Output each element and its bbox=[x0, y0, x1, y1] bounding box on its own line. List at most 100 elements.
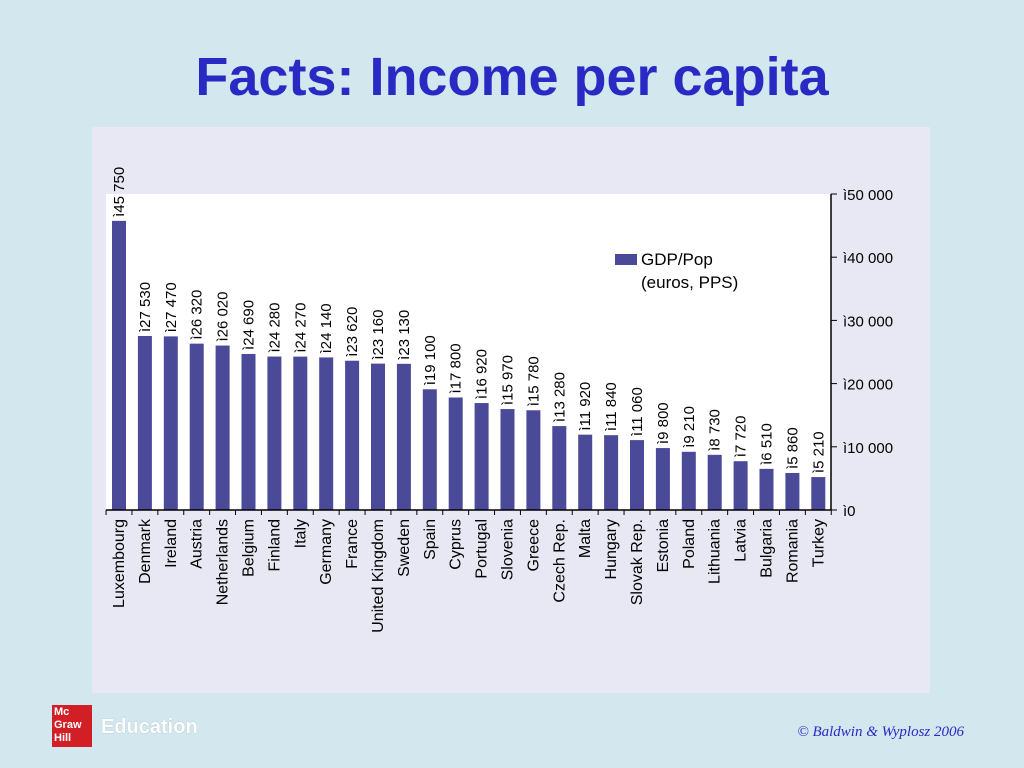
bar-bulgaria bbox=[759, 468, 774, 510]
category-label: Denmark bbox=[137, 518, 154, 584]
bar-luxembourg bbox=[112, 220, 126, 511]
value-label: ì5 210 bbox=[810, 431, 827, 473]
value-label: ì23 160 bbox=[370, 310, 387, 360]
bar-czech-rep bbox=[552, 426, 567, 510]
value-label: ì26 020 bbox=[215, 292, 232, 342]
category-label: Hungary bbox=[603, 519, 620, 579]
value-label: ì16 920 bbox=[474, 349, 491, 399]
bar-chart: ì45 750 ì27 530 ì27 470 ì26 320 ì26 020 ì24 6… bbox=[105, 167, 893, 633]
bar-latvia bbox=[733, 461, 748, 510]
category-label: Portugal bbox=[474, 519, 491, 579]
category-label: Germany bbox=[318, 519, 335, 585]
value-label: ì45 750 bbox=[111, 167, 128, 217]
y-tick-label: ì20 000 bbox=[843, 377, 893, 394]
bar-denmark bbox=[137, 336, 152, 510]
value-label: ì7 720 bbox=[733, 415, 750, 457]
legend: GDP/Pop (euros, PPS) bbox=[615, 250, 738, 292]
bar-united-kingdom bbox=[371, 363, 385, 510]
category-label: Cyprus bbox=[448, 519, 465, 570]
value-label: ì23 620 bbox=[344, 307, 361, 357]
category-label: Finland bbox=[266, 519, 283, 571]
category-label: Ireland bbox=[163, 519, 180, 568]
category-label: Poland bbox=[681, 519, 698, 569]
value-label: ì17 800 bbox=[448, 343, 465, 393]
category-label: Italy bbox=[292, 519, 309, 548]
chart-panel: ì45 750 ì27 530 ì27 470 ì26 320 ì26 020 ì24 6… bbox=[92, 127, 930, 693]
bar-greece bbox=[526, 410, 541, 510]
value-label: ì19 100 bbox=[422, 335, 439, 385]
value-label: ì11 920 bbox=[577, 382, 594, 431]
bar-netherlands bbox=[215, 345, 230, 510]
value-label: ì23 130 bbox=[396, 310, 413, 360]
value-label: ì24 140 bbox=[318, 303, 335, 353]
category-label: Slovak Rep. bbox=[629, 519, 646, 605]
category-label: Lithuania bbox=[707, 519, 724, 584]
bar-hungary bbox=[604, 435, 619, 510]
legend-label-line-2: (euros, PPS) bbox=[641, 273, 738, 292]
value-label: ì26 320 bbox=[189, 290, 206, 340]
category-label: Estonia bbox=[655, 519, 672, 572]
category-label: Greece bbox=[525, 519, 542, 572]
bar-lithuania bbox=[707, 454, 722, 510]
category-label: Netherlands bbox=[215, 519, 232, 605]
logo-education-text: Education bbox=[101, 716, 198, 738]
value-label: ì9 800 bbox=[655, 402, 672, 444]
y-tick-label: ì50 000 bbox=[843, 187, 893, 204]
category-label: Austria bbox=[189, 519, 206, 569]
legend-swatch bbox=[615, 254, 637, 265]
category-label: United Kingdom bbox=[370, 519, 387, 633]
bar-italy bbox=[293, 356, 308, 510]
value-label: ì9 210 bbox=[681, 406, 698, 448]
bar-finland bbox=[267, 356, 282, 510]
category-label: Bulgaria bbox=[759, 519, 776, 578]
category-label: Luxembourg bbox=[111, 519, 128, 608]
bar-germany bbox=[319, 357, 334, 510]
y-tick-label: ì30 000 bbox=[843, 313, 893, 330]
plot-background bbox=[106, 194, 831, 510]
bars-group bbox=[112, 220, 826, 511]
bar-slovenia bbox=[500, 409, 515, 510]
legend-label-line-1: GDP/Pop bbox=[641, 250, 713, 269]
value-label: ì27 470 bbox=[163, 282, 180, 332]
category-label: Turkey bbox=[810, 519, 827, 567]
category-label: Sweden bbox=[396, 519, 413, 577]
bar-belgium bbox=[241, 353, 256, 510]
logo-line-hill: Hill bbox=[54, 732, 72, 744]
copyright-notice: © Baldwin & Wyplosz 2006 bbox=[797, 724, 964, 740]
value-label: ì5 860 bbox=[784, 427, 801, 469]
category-label: Belgium bbox=[241, 519, 258, 577]
value-label: ì24 690 bbox=[241, 300, 258, 350]
value-label: ì24 280 bbox=[266, 303, 283, 353]
category-label: Slovenia bbox=[500, 519, 517, 580]
slide-title: Facts: Income per capita bbox=[195, 47, 829, 107]
y-tick-label: ì40 000 bbox=[843, 250, 893, 267]
bar-france bbox=[345, 360, 360, 510]
bar-poland bbox=[681, 451, 696, 510]
y-tick-label: ì10 000 bbox=[843, 440, 893, 457]
y-axis-group: ì0 ì10 000 ì20 000 ì30 000 ì40 000 ì50 000 bbox=[105, 187, 893, 520]
logo-line-graw: Graw bbox=[54, 719, 82, 731]
value-label: ì8 730 bbox=[707, 409, 724, 451]
category-labels-group: Luxembourg Denmark Ireland Austria Netherlan… bbox=[111, 518, 827, 633]
category-label: France bbox=[344, 519, 361, 569]
bar-slovak-rep bbox=[630, 440, 644, 510]
value-label: ì11 840 bbox=[603, 382, 620, 431]
value-label: ì15 780 bbox=[525, 356, 542, 406]
bar-sweden bbox=[396, 363, 411, 510]
category-label: Romania bbox=[784, 519, 801, 583]
y-tick-label: ì0 bbox=[843, 503, 856, 520]
value-label: ì13 280 bbox=[551, 372, 568, 422]
value-label: ì27 530 bbox=[137, 282, 154, 332]
mcgraw-hill-logo: Mc Graw Hill bbox=[52, 705, 92, 747]
value-label: ì15 970 bbox=[500, 355, 517, 405]
category-label: Latvia bbox=[733, 519, 750, 562]
value-label: ì11 060 bbox=[629, 387, 646, 436]
bar-cyprus bbox=[448, 397, 463, 510]
bar-spain bbox=[422, 389, 437, 510]
value-label: ì24 270 bbox=[292, 303, 309, 353]
bar-austria bbox=[189, 343, 204, 510]
value-label: ì6 510 bbox=[759, 423, 776, 465]
bar-ireland bbox=[163, 336, 178, 510]
bar-romania bbox=[785, 472, 800, 510]
